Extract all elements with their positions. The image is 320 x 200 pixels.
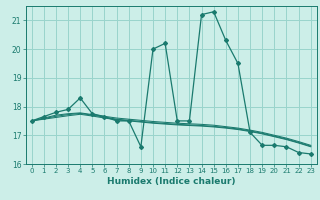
X-axis label: Humidex (Indice chaleur): Humidex (Indice chaleur): [107, 177, 236, 186]
